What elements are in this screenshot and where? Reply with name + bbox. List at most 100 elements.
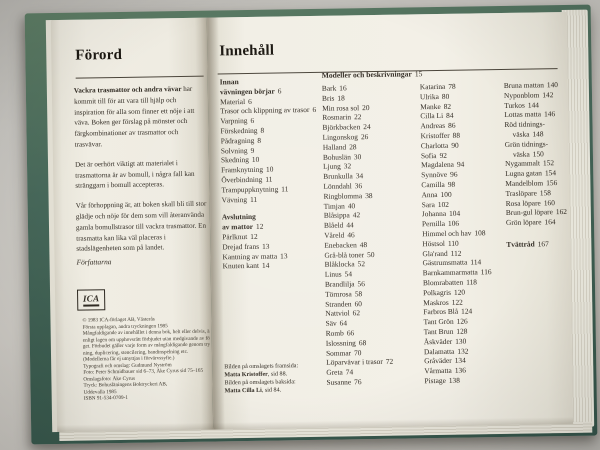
toc-page-number: 9	[250, 145, 255, 155]
toc-item-label: Höstsol	[422, 238, 445, 249]
toc-page-number: 12	[255, 221, 264, 232]
toc-page-number: 164	[544, 217, 556, 227]
toc-item-label: Brun-gul löpare	[505, 207, 553, 218]
toc-item-label: Törnrosa	[325, 289, 352, 299]
toc-item-label: Pärlknut	[222, 231, 248, 242]
heading-rule-left	[75, 75, 204, 79]
toc-item-label: Drejad frans	[222, 241, 260, 252]
toc-item-label: Åskväder	[423, 336, 453, 346]
toc-item-label: Tant Grön	[423, 316, 454, 327]
toc-page-number: 116	[480, 267, 492, 277]
toc-item-label: Traslöpare	[505, 188, 537, 198]
toc-item-label: Turkos	[504, 100, 525, 110]
toc-item-label: Magdalena	[421, 160, 454, 170]
toc-item-label: Blomrabatten	[422, 277, 464, 288]
toc-item-label: Camilla	[421, 179, 445, 190]
toc-page-number: 104	[448, 209, 461, 219]
right-page-innehall: Innehåll Innan vävningen börjar 6 Materia…	[206, 11, 576, 430]
toc-page-number: 114	[470, 257, 482, 267]
toc-page-number: 82	[443, 101, 452, 111]
toc-page-number: 50	[367, 249, 375, 259]
toc-page-number: 90	[451, 140, 459, 150]
toc-page-number: 80	[441, 91, 450, 101]
toc-page-number: 16	[339, 83, 347, 93]
toc-item-label: Brandlilja	[324, 279, 355, 289]
toc-item-label: Synnöve	[421, 170, 448, 180]
toc-page-number: 110	[447, 238, 459, 248]
toc-item-label: Kristoffer	[420, 130, 450, 141]
toc-item-label: Ulrika	[419, 91, 439, 102]
toc-page-number: 108	[474, 228, 486, 238]
toc-list-avslutning: Pärlknut 12 Drejad frans 13 Kantning av ma…	[222, 231, 323, 272]
toc-page-number: 167	[537, 239, 549, 249]
models-section-header: Modeller och beskrivningar 15	[321, 69, 423, 80]
toc-page-number: 15	[414, 69, 423, 79]
toc-item-label: Bris	[321, 93, 335, 103]
toc-item-label: Våreld	[324, 230, 345, 240]
toc-page-number: 126	[456, 316, 468, 326]
toc-item-label: Varpning	[220, 116, 248, 126]
toc-page-number: 44	[346, 220, 354, 230]
toc-page-number: 100	[440, 189, 452, 199]
toc-item-label: Ljung	[323, 161, 341, 172]
toc-page-number: 10	[265, 164, 274, 174]
toc-item-label: Gråväder	[424, 356, 452, 366]
toc-item-label: Timjan	[323, 201, 345, 211]
toc-entry-tvattrad: Tvättråd 167	[506, 239, 549, 249]
toc-page-number: 11	[249, 194, 258, 204]
toc-page-number: 158	[539, 187, 552, 198]
toc-page-number: 60	[354, 298, 362, 308]
toc-page-number: 120	[453, 287, 466, 297]
colophon-line: ISBN 91-534-0709-1	[83, 394, 128, 402]
toc-page-number: 76	[354, 377, 362, 387]
toc-item-label: Skedning	[220, 155, 249, 165]
toc-item-label: Trasor och klippning av trasor	[220, 105, 310, 116]
toc-item-label: Sommar	[325, 347, 352, 358]
toc-page-number: 32	[343, 161, 352, 171]
toc-item-label: Maskros	[423, 297, 449, 307]
toc-page-number: 34	[355, 171, 364, 181]
paragraph-lead: Vackra trasmattor och andra vävar	[73, 85, 182, 95]
toc-column-2: Bark 16 Bris 18 Min rosa sol 20 Rosmarin 22 …	[322, 82, 423, 387]
left-page-forord: Förord Vackra trasmattor och andra vävar…	[50, 17, 214, 433]
toc-item: Vävning 11	[222, 193, 322, 204]
toc-item-label: Nyponblom	[503, 90, 540, 100]
forord-heading: Förord	[75, 46, 123, 64]
toc-page-number: 18	[337, 93, 345, 103]
colophon: © 1983 ICA-förlaget AB, Västerås Första …	[77, 316, 210, 403]
toc-column-1: Innan vävningen börjar 6 Material 6 Trasor…	[220, 76, 323, 272]
toc-item: Grön löpare 164	[506, 217, 576, 228]
toc-item-label: Cilla Li	[420, 111, 444, 121]
paragraph-body: Vår förhoppning är, att boken skall bli …	[75, 199, 207, 254]
toc-item-label: Pistage	[424, 375, 446, 386]
toc-page-number: 74	[345, 367, 354, 377]
toc-item-label: Säv	[325, 318, 337, 328]
toc-item-label: Lingonskog	[322, 132, 359, 142]
toc-page-number: 56	[357, 279, 365, 289]
toc-page-number: 144	[527, 99, 539, 110]
toc-item-label: Rosa löpare	[505, 197, 541, 208]
toc-page-number: 156	[546, 178, 558, 188]
toc-column-3: Katarina 78 Ulrika 80 Manke 82 Cilla Li 84 A…	[420, 81, 515, 386]
toc-page-number: 98	[447, 179, 456, 189]
toc-page-number: 10	[251, 155, 260, 165]
toc-item-label: Knuten kant	[222, 261, 260, 271]
toc-item-label: Sara	[421, 199, 435, 209]
toc-page-number: 86	[448, 120, 456, 131]
toc-item-label: Grå-blå toner	[324, 249, 365, 260]
toc-item-label: Romb	[325, 328, 344, 338]
toc-item: Brun-gul löpare 162	[506, 207, 576, 218]
toc-page-number: 68	[358, 337, 367, 347]
toc-page-number: 48	[359, 239, 368, 249]
toc-item-label: Blåeld	[323, 220, 344, 230]
toc-item: Pistage 138	[424, 375, 514, 386]
toc-item-label: Stranden	[325, 298, 352, 309]
toc-item-label: Mandelblom	[505, 178, 544, 188]
toc-page-number: 122	[451, 297, 463, 307]
toc-page-number: 24	[363, 122, 371, 132]
toc-item-label: Trampuppknytning	[221, 184, 279, 195]
toc-item-label: Björkbacken	[322, 122, 361, 132]
toc-page-number: 64	[339, 318, 348, 328]
toc-page-number: 13	[280, 250, 288, 261]
